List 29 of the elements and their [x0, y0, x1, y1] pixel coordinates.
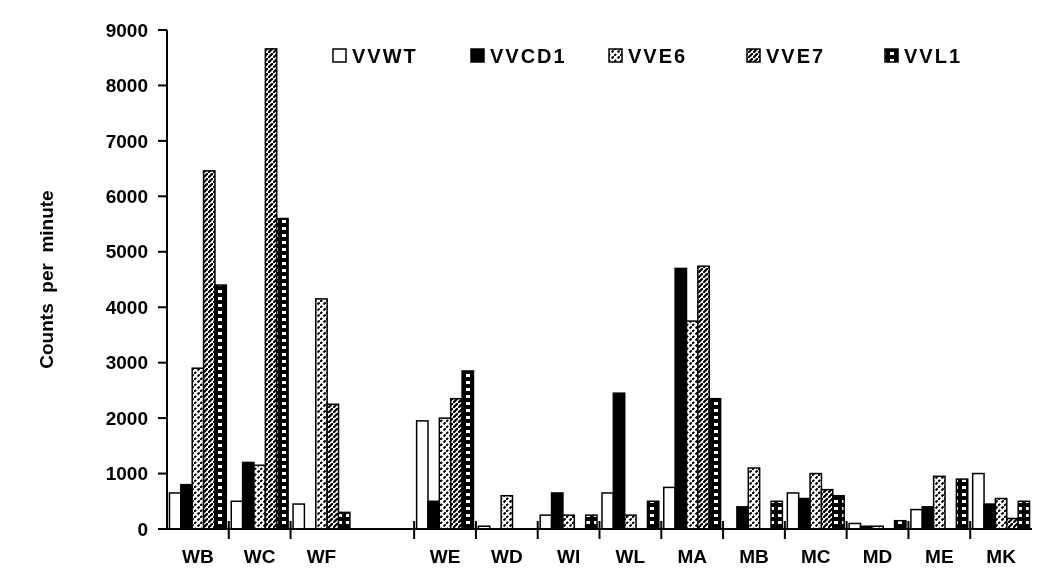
- y-tick-label: 3000: [105, 352, 148, 374]
- x-tick-label: MC: [800, 546, 831, 567]
- x-tick-label: MD: [862, 546, 893, 567]
- legend-label: VVWT: [352, 45, 418, 67]
- x-tick-label: WF: [306, 546, 337, 567]
- y-tick-label: 8000: [105, 75, 148, 97]
- x-tick-label: WB: [182, 546, 214, 567]
- y-axis-title: Counts per minute: [36, 190, 57, 369]
- y-tick-label: 6000: [105, 185, 148, 207]
- x-tick-label: WL: [615, 546, 646, 567]
- x-tick-label: WE: [429, 546, 461, 567]
- x-tick-label: WI: [557, 546, 581, 567]
- y-tick-label: 9000: [105, 19, 148, 41]
- y-tick-label: 1000: [105, 463, 148, 485]
- y-tick-label: 4000: [105, 296, 148, 318]
- legend-label: VVL1: [904, 45, 963, 67]
- x-tick-label: MK: [986, 546, 1017, 567]
- x-tick-label: MA: [677, 546, 708, 567]
- y-tick-label: 7000: [105, 130, 148, 152]
- x-tick-label: MB: [739, 546, 769, 567]
- legend-label: VVE7: [766, 45, 826, 67]
- x-tick-label: ME: [925, 546, 954, 567]
- legend-label: VVE6: [628, 45, 688, 67]
- y-tick-label: 0: [137, 518, 148, 540]
- y-tick-label: 5000: [105, 241, 148, 263]
- legend-label: VVCD1: [490, 45, 567, 67]
- x-tick-label: WD: [490, 546, 523, 567]
- y-tick-label: 2000: [105, 407, 148, 429]
- x-tick-label: WC: [243, 546, 276, 567]
